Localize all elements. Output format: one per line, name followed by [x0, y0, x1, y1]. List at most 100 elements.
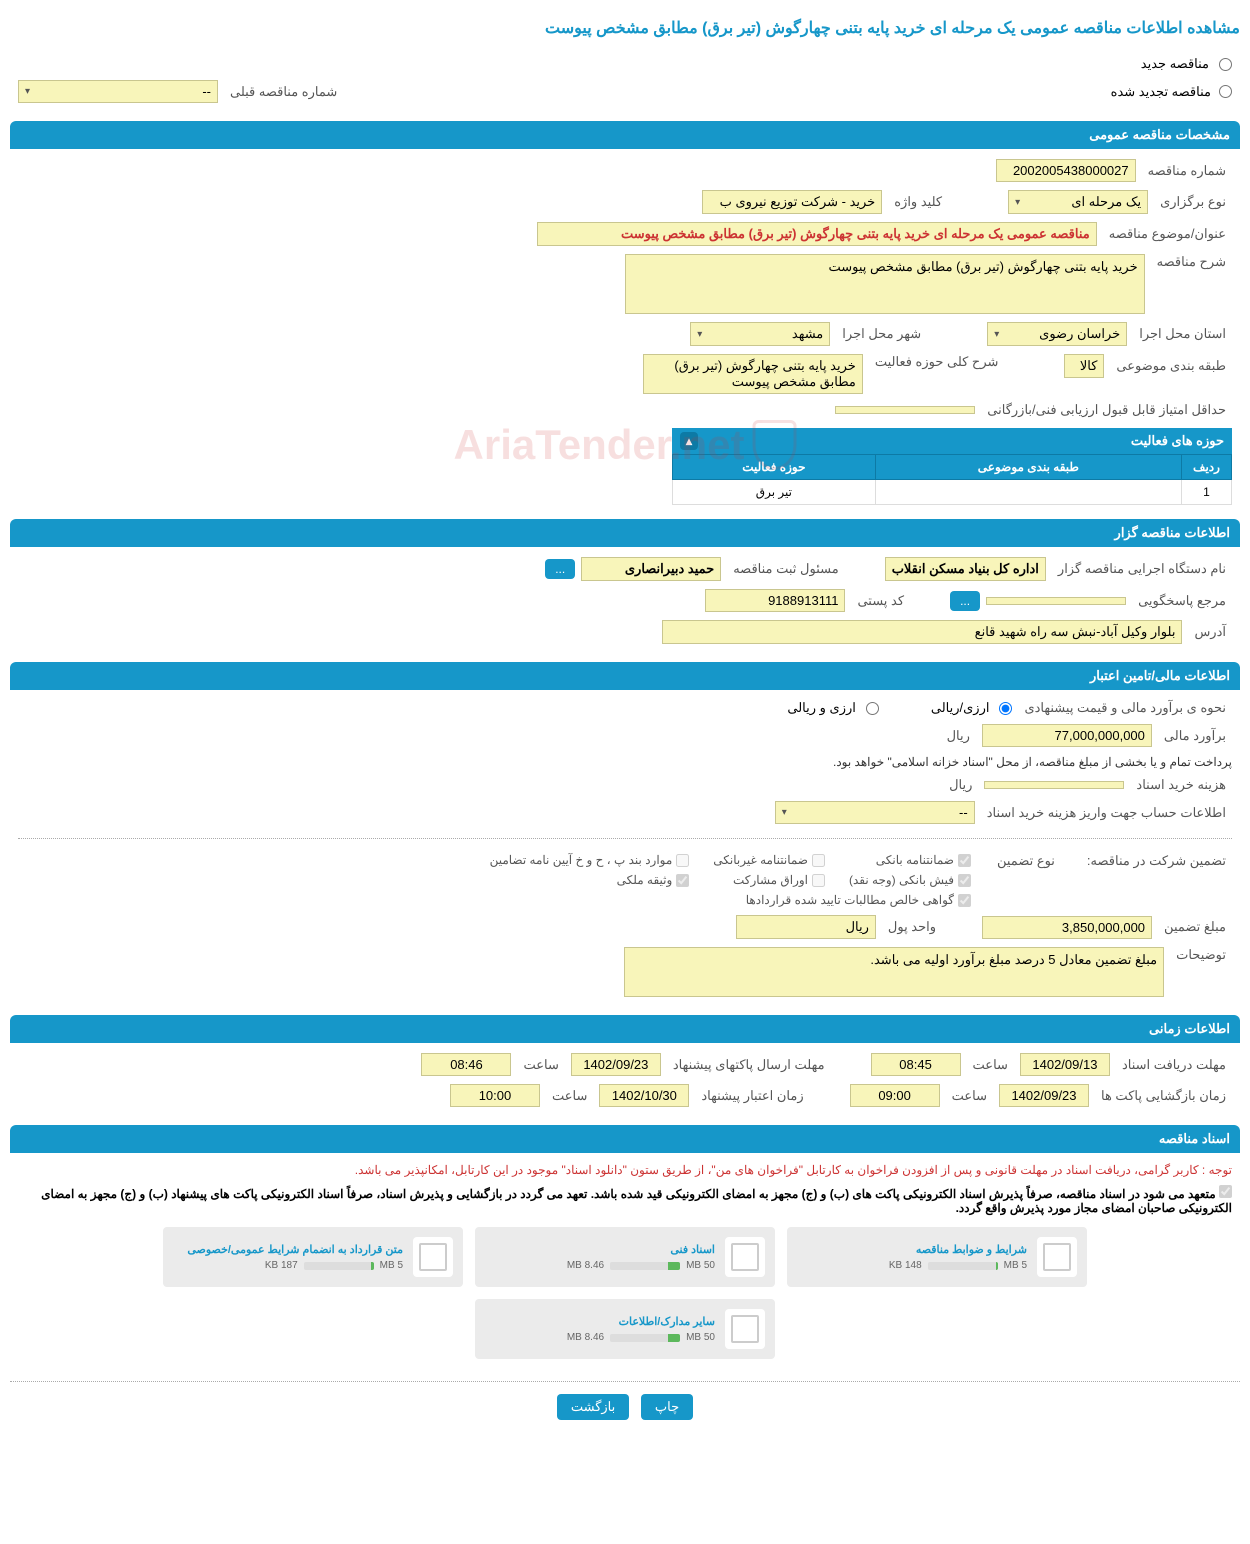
receive-date-field[interactable]: 1402/09/13 [1020, 1053, 1110, 1076]
chk-commitment[interactable] [1219, 1185, 1232, 1198]
guarantee-amount-label: مبلغ تضمین [1158, 919, 1232, 935]
doc-card[interactable]: سایر مدارک/اطلاعات50 MB8.46 MB [475, 1299, 775, 1359]
chk-securities-label: اوراق مشارکت [733, 873, 808, 887]
open-label: زمان بازگشایی پاکت ها [1095, 1088, 1232, 1104]
chk-property-label: وثیقه ملکی [617, 873, 673, 887]
currency-label: ریال [941, 728, 976, 744]
print-button[interactable]: چاپ [641, 1394, 693, 1420]
doc-card[interactable]: متن قرارداد به انضمام شرایط عمومی/خصوصی5… [163, 1227, 463, 1287]
keyword-field[interactable]: خرید - شرکت توزیع نیروی ب [702, 190, 882, 214]
guarantee-type-label: نوع تضمین [991, 853, 1061, 869]
docs-notice-red: توجه : کاربر گرامی، دریافت اسناد در مهلت… [18, 1159, 1232, 1181]
prev-number-select[interactable]: --▾ [18, 80, 218, 103]
doc-card[interactable]: اسناد فنی50 MB8.46 MB [475, 1227, 775, 1287]
estimate-method-label: نحوه ی برآورد مالی و قیمت پیشنهادی [1018, 700, 1232, 716]
address-field[interactable]: بلوار وکیل آباد-نبش سه راه شهید قانع [662, 620, 1182, 644]
reg-field: حمید دبیرانصاری [581, 557, 721, 581]
payment-note: پرداخت تمام و یا بخشی از مبلغ مناقصه، از… [833, 755, 1232, 769]
section-docs-header: اسناد مناقصه [10, 1125, 1240, 1153]
chk-bank[interactable] [958, 854, 971, 867]
account-select[interactable]: --▾ [775, 801, 975, 824]
chk-bank-label: ضمانتنامه بانکی [876, 853, 954, 867]
validity-label: زمان اعتبار پیشنهاد [695, 1088, 809, 1104]
general-section: شماره مناقصه2002005438000027 نوع برگزاری… [10, 149, 1240, 511]
open-date-field[interactable]: 1402/09/23 [999, 1084, 1089, 1107]
radio-arzi-o-riali[interactable] [866, 702, 879, 715]
tender-no-label: شماره مناقصه [1142, 163, 1232, 179]
account-label: اطلاعات حساب جهت واریز هزینه خرید اسناد [981, 805, 1232, 821]
receive-time-field[interactable]: 08:45 [871, 1053, 961, 1076]
chk-property[interactable] [676, 874, 689, 887]
send-date-field[interactable]: 1402/09/23 [571, 1053, 661, 1076]
open-time-field[interactable]: 09:00 [850, 1084, 940, 1107]
open-time-label: ساعت [946, 1088, 993, 1104]
postal-field[interactable]: 9188913111 [705, 589, 845, 612]
send-time-field[interactable]: 08:46 [421, 1053, 511, 1076]
holder-section: نام دستگاه اجرایی مناقصه گزار اداره کل بن… [10, 547, 1240, 654]
unit-label: واحد پول [882, 919, 942, 935]
chk-clauses-label: موارد بند پ ، ح و خ آیین نامه تضامین [490, 853, 673, 867]
validity-date-field[interactable]: 1402/10/30 [599, 1084, 689, 1107]
receive-time-label: ساعت [967, 1057, 1014, 1073]
radio-arzi-riali[interactable] [999, 702, 1012, 715]
address-label: آدرس [1188, 624, 1232, 640]
province-select[interactable]: خراسان رضوی▾ [987, 322, 1127, 346]
footer-buttons: چاپ بازگشت [10, 1381, 1240, 1424]
city-label: شهر محل اجرا [836, 326, 927, 342]
subject-field[interactable]: مناقصه عمومی یک مرحله ای خرید پایه بتنی … [537, 222, 1097, 246]
collapse-activities-icon[interactable]: ▴ [680, 432, 698, 450]
docs-section: توجه : کاربر گرامی، دریافت اسناد در مهلت… [10, 1153, 1240, 1373]
doc-fee-label: هزینه خرید اسناد [1130, 777, 1232, 793]
desc-field[interactable]: خرید پایه بتنی چهارگوش (تیر برق) مطابق م… [625, 254, 1145, 314]
radio-arzi-riali-label: ارزی/ریالی [931, 700, 990, 716]
doc-title: اسناد فنی [485, 1243, 715, 1256]
doc-card[interactable]: شرایط و ضوابط مناقصه5 MB148 KB [787, 1227, 1087, 1287]
doc-title: متن قرارداد به انضمام شرایط عمومی/خصوصی [173, 1243, 403, 1256]
folder-icon [725, 1237, 765, 1277]
chk-securities[interactable] [812, 874, 825, 887]
validity-time-field[interactable]: 10:00 [450, 1084, 540, 1107]
holding-type-select[interactable]: یک مرحله ای▾ [1008, 190, 1148, 214]
th-cat: طبقه بندی موضوعی [875, 455, 1181, 480]
send-time-label: ساعت [517, 1057, 564, 1073]
unit-field[interactable]: ریال [736, 915, 876, 939]
keyword-label: کلید واژه [888, 194, 948, 210]
section-holder-header: اطلاعات مناقصه گزار [10, 519, 1240, 547]
resp-field[interactable] [986, 597, 1126, 605]
category-label: طبقه بندی موضوعی [1110, 358, 1232, 374]
radio-renewed-tender[interactable] [1219, 85, 1232, 98]
activity-desc-field[interactable]: خرید پایه بتنی چهارگوش (تیر برق) مطابق م… [643, 354, 863, 394]
receive-label: مهلت دریافت اسناد [1116, 1057, 1232, 1073]
category-field[interactable]: کالا [1064, 354, 1104, 378]
estimate-field[interactable]: 77,000,000,000 [982, 724, 1152, 747]
min-score-field[interactable] [835, 406, 975, 414]
estimate-label: برآورد مالی [1158, 728, 1232, 744]
table-row: 1تیر برق [673, 480, 1232, 505]
chk-clauses[interactable] [676, 854, 689, 867]
notes-field[interactable]: مبلغ تضمین معادل 5 درصد مبلغ برآورد اولی… [624, 947, 1164, 997]
chk-nonbank[interactable] [812, 854, 825, 867]
folder-icon [725, 1309, 765, 1349]
chk-fish[interactable] [958, 874, 971, 887]
guarantee-checkboxes: ضمانتنامه بانکی ضمانتنامه غیربانکی موارد… [490, 853, 971, 907]
section-financial-header: اطلاعات مالی/تامین اعتبار [10, 662, 1240, 690]
resp-more-button[interactable]: ... [950, 591, 980, 611]
folder-icon [413, 1237, 453, 1277]
activities-header: حوزه های فعالیت▴ [672, 428, 1232, 454]
min-score-label: حداقل امتیاز قابل قبول ارزیابی فنی/بازرگ… [981, 402, 1232, 418]
docs-notice-bold: متعهد می شود در اسناد مناقصه، صرفاً پذیر… [18, 1181, 1232, 1219]
back-button[interactable]: بازگشت [557, 1394, 629, 1420]
exec-field: اداره کل بنیاد مسکن انقلاب [885, 557, 1046, 581]
notes-label: توضیحات [1170, 947, 1232, 963]
city-select[interactable]: مشهد▾ [690, 322, 830, 346]
chk-nonbank-label: ضمانتنامه غیربانکی [713, 853, 808, 867]
exec-label: نام دستگاه اجرایی مناقصه گزار [1052, 561, 1232, 577]
chk-fish-label: فیش بانکی (وجه نقد) [849, 873, 954, 887]
send-label: مهلت ارسال پاکتهای پیشنهاد [667, 1057, 831, 1073]
reg-more-button[interactable]: ... [545, 559, 575, 579]
radio-new-tender[interactable] [1219, 58, 1232, 71]
chk-claims[interactable] [958, 894, 971, 907]
doc-fee-field[interactable] [984, 781, 1124, 789]
activity-desc-label: شرح کلی حوزه فعالیت [869, 354, 1005, 370]
guarantee-amount-field[interactable]: 3,850,000,000 [982, 916, 1152, 939]
